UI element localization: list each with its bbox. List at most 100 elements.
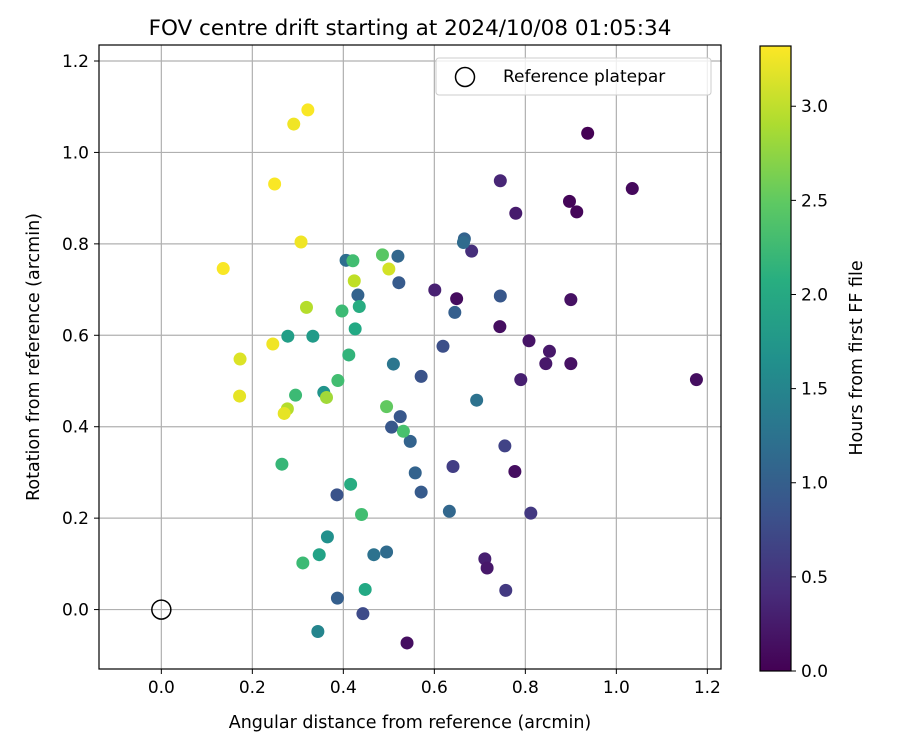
data-point <box>493 174 507 188</box>
colorbar-tick-label: 0.0 <box>801 662 828 682</box>
data-point <box>351 288 365 302</box>
data-point <box>306 329 320 343</box>
legend-label: Reference platepar <box>503 67 665 87</box>
legend-box <box>435 57 712 96</box>
data-point <box>465 244 479 258</box>
reference-platepar-marker <box>151 599 172 620</box>
data-point <box>331 374 345 388</box>
data-point <box>346 254 360 268</box>
data-points <box>216 103 703 650</box>
data-point <box>493 320 507 334</box>
colorbar: 0.0 0.5 1.0 1.5 2.0 2.5 3.0 Hours from first F… <box>759 45 867 682</box>
legend: Reference platepar <box>435 57 712 96</box>
data-point <box>281 329 295 343</box>
x-tick-label: 0.4 <box>330 678 357 698</box>
x-tick-label: 0.6 <box>421 678 448 698</box>
data-point <box>380 545 394 559</box>
data-point <box>233 389 247 403</box>
colorbar-tick-label: 1.0 <box>801 474 828 494</box>
data-point <box>564 357 578 371</box>
data-point <box>382 262 396 276</box>
data-point <box>408 466 422 480</box>
data-point <box>456 235 470 249</box>
data-point <box>312 548 326 562</box>
colorbar-tick-label: 3.0 <box>801 97 828 117</box>
data-point <box>266 337 280 351</box>
data-point <box>335 304 349 318</box>
data-point <box>287 117 301 131</box>
data-point <box>342 348 356 362</box>
x-axis-label: Angular distance from reference (arcmin) <box>229 713 592 733</box>
colorbar-ticks: 0.0 0.5 1.0 1.5 2.0 2.5 3.0 <box>791 97 828 682</box>
data-point <box>400 636 414 650</box>
data-point <box>311 625 325 639</box>
data-point <box>277 406 291 420</box>
data-point <box>414 485 428 499</box>
chart-title: FOV centre drift starting at 2024/10/08 … <box>149 16 672 41</box>
data-point <box>480 561 494 575</box>
data-point <box>344 477 358 491</box>
data-point <box>524 506 538 520</box>
data-point <box>414 369 428 383</box>
data-point <box>320 530 334 544</box>
data-point <box>268 177 282 191</box>
data-point <box>689 373 703 387</box>
data-point <box>498 439 512 453</box>
y-tick-label: 1.0 <box>62 143 89 163</box>
data-point <box>562 194 576 208</box>
data-point <box>450 292 464 306</box>
data-point <box>446 459 460 473</box>
data-point <box>375 248 389 262</box>
x-tick-label: 1.0 <box>603 678 630 698</box>
x-tick-label: 1.2 <box>694 678 721 698</box>
colorbar-tick-label: 1.5 <box>801 380 828 400</box>
legend-marker <box>454 66 476 88</box>
data-point <box>356 607 370 621</box>
data-point <box>299 300 313 314</box>
data-point <box>352 299 366 313</box>
data-point <box>294 235 308 249</box>
data-point <box>330 488 344 502</box>
data-point <box>216 262 230 276</box>
data-point <box>380 400 394 414</box>
data-point <box>499 583 513 597</box>
data-point <box>470 393 484 407</box>
data-point <box>442 504 456 518</box>
data-point <box>564 293 578 307</box>
data-point <box>522 334 536 348</box>
data-point <box>393 410 407 424</box>
data-point <box>385 420 399 434</box>
data-point <box>539 357 553 371</box>
data-point <box>233 352 247 366</box>
data-point <box>509 206 523 220</box>
data-point <box>436 339 450 353</box>
data-point <box>542 344 556 358</box>
data-point <box>392 276 406 290</box>
data-point <box>358 582 372 596</box>
data-point <box>396 424 410 438</box>
data-point <box>301 103 315 117</box>
colorbar-label: Hours from first FF file <box>847 260 867 455</box>
colorbar-tick-label: 2.5 <box>801 191 828 211</box>
y-tick-label: 0.6 <box>62 326 89 346</box>
data-point <box>367 548 381 562</box>
data-point <box>296 556 310 570</box>
data-point <box>508 465 522 479</box>
x-tick-label: 0.2 <box>239 678 266 698</box>
data-point <box>275 457 289 471</box>
data-point <box>514 373 528 387</box>
y-tick-label: 0.2 <box>62 509 89 529</box>
data-point <box>428 283 442 297</box>
data-point <box>570 205 584 219</box>
x-axis-ticks: 0.0 0.2 0.4 0.6 0.8 1.0 1.2 <box>148 669 721 698</box>
data-point <box>391 249 405 263</box>
data-point <box>348 322 362 336</box>
colorbar-tick-label: 0.5 <box>801 568 828 588</box>
y-tick-label: 0.0 <box>62 601 89 621</box>
data-point <box>347 274 361 288</box>
data-point <box>386 357 400 371</box>
x-tick-label: 0.8 <box>512 678 539 698</box>
colorbar-frame <box>759 45 792 672</box>
data-point <box>581 126 595 140</box>
data-point <box>448 305 462 319</box>
